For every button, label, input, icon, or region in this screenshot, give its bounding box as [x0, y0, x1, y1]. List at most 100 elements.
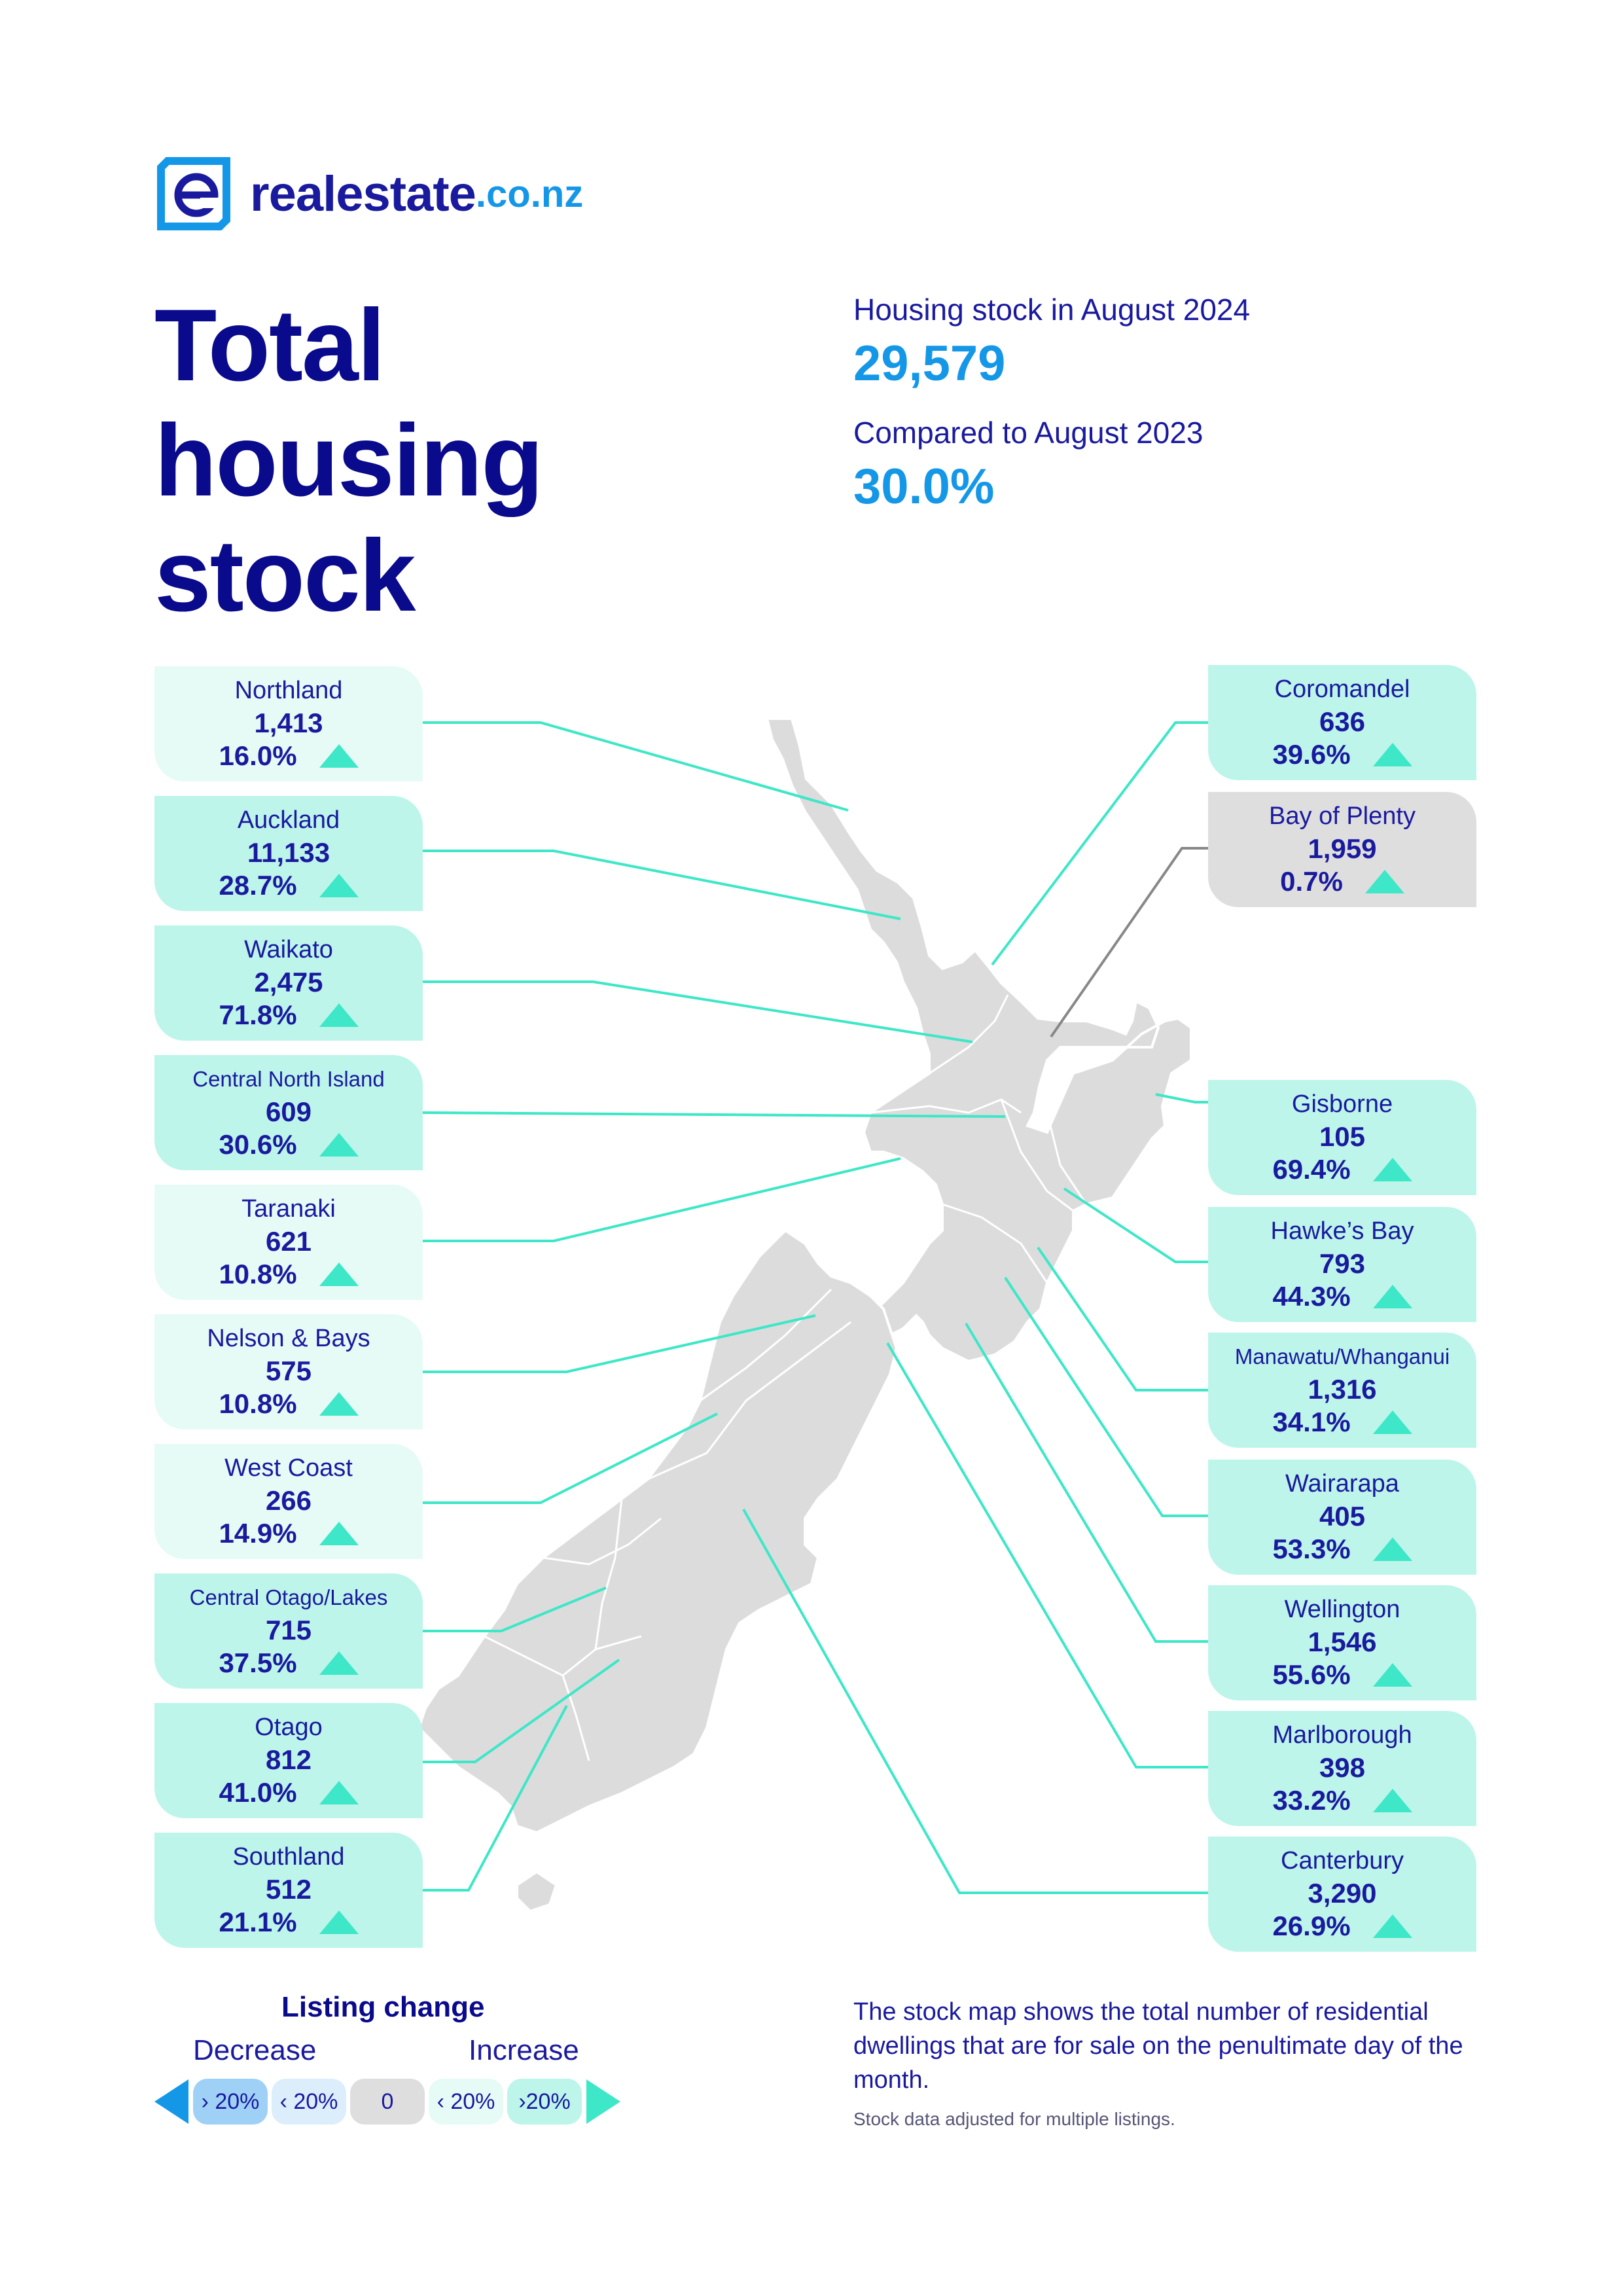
region-name: Central North Island — [192, 1067, 385, 1091]
region-change: 34.1% — [1272, 1407, 1351, 1437]
region-taranaki: Taranaki 621 10.8% — [154, 1185, 423, 1300]
region-change: 0.7% — [1280, 866, 1343, 897]
region-name: Waikato — [244, 936, 333, 963]
region-change: 69.4% — [1272, 1154, 1351, 1185]
legend-chip-no-change: 0 — [350, 2079, 425, 2125]
increase-arrow-icon — [1372, 1789, 1412, 1812]
region-count: 3,290 — [1308, 1878, 1377, 1909]
region-name: Northland — [234, 677, 343, 704]
region-count: 1,546 — [1308, 1626, 1377, 1657]
region-count: 793 — [1319, 1248, 1366, 1279]
increase-arrow-icon — [319, 874, 359, 897]
region-name: Central Otago/Lakes — [189, 1585, 388, 1609]
region-name: Manawatu/Whanganui — [1234, 1344, 1450, 1369]
brand-tld: .co.nz — [475, 172, 584, 215]
increase-arrow-icon — [319, 1651, 359, 1675]
region-name: Southland — [232, 1843, 345, 1871]
increase-arrow-icon — [1372, 1285, 1412, 1308]
region-name: West Coast — [224, 1454, 353, 1482]
brand-logo: realestate .co.nz — [154, 154, 583, 233]
region-name: Hawke’s Bay — [1270, 1217, 1414, 1245]
legend-chip-big-decrease: › 20% — [193, 2079, 268, 2125]
increase-arrow-icon — [586, 2079, 620, 2124]
region-change: 26.9% — [1272, 1910, 1351, 1941]
increase-arrow-icon — [1372, 743, 1412, 766]
region-name: Wellington — [1284, 1596, 1400, 1623]
region-change: 44.3% — [1272, 1281, 1351, 1312]
region-count: 609 — [265, 1096, 312, 1127]
region-count: 812 — [265, 1744, 312, 1775]
increase-arrow-icon — [319, 1910, 359, 1934]
region-count: 636 — [1319, 706, 1366, 737]
legend-increase-label: Increase — [469, 2034, 579, 2066]
region-name: Wairarapa — [1285, 1470, 1399, 1498]
region-name: Gisborne — [1291, 1090, 1393, 1118]
region-name: Taranaki — [241, 1195, 336, 1223]
region-change: 41.0% — [219, 1777, 297, 1808]
compare-value: 30.0% — [853, 459, 995, 514]
region-auckland: Auckland 11,133 28.7% — [154, 796, 423, 911]
region-coromandel: Coromandel 636 39.6% — [1208, 665, 1476, 780]
region-count: 266 — [265, 1485, 312, 1516]
legend-title: Listing change — [281, 1991, 485, 2023]
region-otago: Otago 812 41.0% — [154, 1703, 423, 1818]
brand-name: realestate — [250, 166, 476, 222]
title-line-2: housing — [154, 404, 544, 518]
increase-arrow-icon — [319, 744, 359, 768]
legend-scale: › 20% ‹ 20% 0 ‹ 20% ›20% — [154, 2079, 620, 2125]
increase-arrow-icon — [319, 1781, 359, 1804]
region-name: Marlborough — [1272, 1721, 1412, 1749]
region-name: Coromandel — [1274, 675, 1410, 703]
region-count: 575 — [265, 1355, 312, 1386]
increase-arrow-icon — [1364, 870, 1404, 893]
region-count: 715 — [265, 1615, 312, 1645]
region-marlborough: Marlborough 398 33.2% — [1208, 1711, 1476, 1826]
region-count: 1,316 — [1308, 1374, 1377, 1405]
stock-label: Housing stock in August 2024 — [853, 293, 1251, 327]
region-change: 21.1% — [219, 1907, 297, 1937]
region-hawkes-bay: Hawke’s Bay 793 44.3% — [1208, 1207, 1476, 1322]
increase-arrow-icon — [319, 1522, 359, 1545]
increase-arrow-icon — [1372, 1537, 1412, 1561]
page-title: Total housing stock — [154, 288, 544, 634]
decrease-arrow-icon — [154, 2079, 188, 2124]
region-name: Nelson & Bays — [207, 1325, 370, 1352]
region-change: 10.8% — [219, 1259, 297, 1289]
region-waikato: Waikato 2,475 71.8% — [154, 925, 423, 1041]
north-island-shape — [765, 717, 1192, 1363]
region-central-north-island: Central North Island 609 30.6% — [154, 1055, 423, 1170]
legend-decrease-label: Decrease — [193, 2034, 317, 2066]
increase-arrow-icon — [319, 1263, 359, 1286]
region-change: 39.6% — [1272, 739, 1351, 770]
increase-arrow-icon — [1372, 1663, 1412, 1687]
region-count: 621 — [265, 1226, 312, 1257]
south-island-shape — [417, 1229, 899, 1913]
region-count: 398 — [1319, 1752, 1366, 1783]
region-name: Otago — [255, 1713, 323, 1741]
region-west-coast: West Coast 266 14.9% — [154, 1444, 423, 1559]
region-wellington: Wellington 1,546 55.6% — [1208, 1585, 1476, 1700]
region-name: Canterbury — [1281, 1847, 1404, 1874]
region-change: 33.2% — [1272, 1785, 1351, 1816]
region-change: 28.7% — [219, 870, 297, 901]
footnote-small: Stock data adjusted for multiple listing… — [853, 2109, 1175, 2129]
region-count: 105 — [1319, 1121, 1366, 1152]
region-name: Bay of Plenty — [1269, 802, 1416, 830]
legend-chip-small-increase: ‹ 20% — [429, 2079, 503, 2125]
region-wairarapa: Wairarapa 405 53.3% — [1208, 1460, 1476, 1575]
region-count: 1,413 — [254, 708, 323, 738]
increase-arrow-icon — [1372, 1410, 1412, 1434]
region-count: 11,133 — [247, 837, 330, 868]
region-change: 53.3% — [1272, 1534, 1351, 1564]
region-change: 71.8% — [219, 999, 297, 1030]
increase-arrow-icon — [319, 1392, 359, 1416]
region-gisborne: Gisborne 105 69.4% — [1208, 1080, 1476, 1195]
connector-line-bay-of-plenty — [1050, 847, 1208, 1038]
region-change: 37.5% — [219, 1647, 297, 1678]
region-change: 30.6% — [219, 1129, 297, 1160]
region-change: 10.8% — [219, 1388, 297, 1419]
region-bay-of-plenty: Bay of Plenty 1,959 0.7% — [1208, 792, 1476, 907]
region-change: 14.9% — [219, 1518, 297, 1549]
region-count: 1,959 — [1308, 833, 1377, 864]
